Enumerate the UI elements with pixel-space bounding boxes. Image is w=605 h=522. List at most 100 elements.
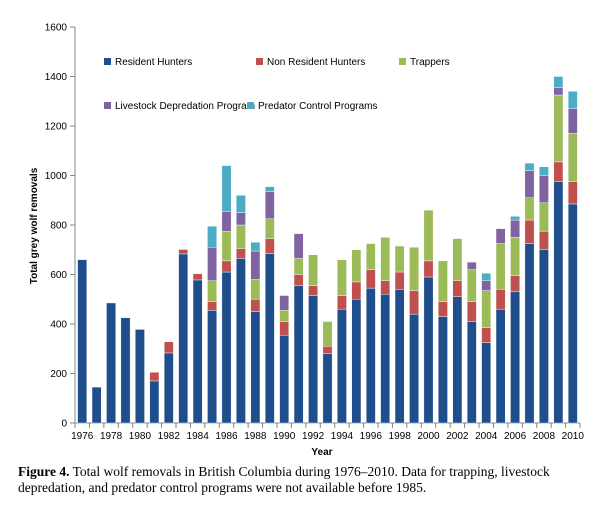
bar-segment	[293, 285, 304, 424]
figure-caption: Figure 4. Total wolf removals in British…	[18, 464, 593, 496]
bar-segment	[250, 311, 261, 424]
bar-segment	[293, 233, 304, 259]
bar-segment	[466, 261, 477, 270]
legend-label: Livestock Depredation Program	[115, 101, 255, 112]
bar-segment	[163, 341, 174, 354]
x-tick-label: 1998	[389, 431, 412, 442]
x-tick-label: 1994	[331, 431, 354, 442]
bar-segment	[221, 211, 232, 232]
bar-segment	[279, 310, 290, 322]
x-tick-label: 1976	[71, 431, 94, 442]
bar-segment	[553, 161, 564, 182]
bar-segment	[466, 269, 477, 302]
legend-label: Resident Hunters	[115, 57, 192, 68]
figure-caption-text: Total wolf removals in British Columbia …	[18, 464, 550, 495]
bar-segment	[351, 281, 362, 300]
bar-segment	[481, 342, 492, 424]
bar-segment	[495, 228, 506, 244]
legend-label: Trappers	[410, 57, 450, 68]
bar-segment	[423, 260, 434, 278]
y-tick-label: 1400	[45, 72, 68, 83]
legend-label: Non Resident Hunters	[267, 57, 365, 68]
bar-segment	[236, 195, 246, 213]
bar-segment	[308, 285, 318, 296]
bar-segment	[365, 269, 376, 289]
legend-label: Predator Control Programs	[258, 101, 378, 112]
bar-segment	[524, 197, 535, 221]
bar-segment	[351, 249, 362, 283]
bar-segment	[481, 290, 492, 328]
bar-segment	[510, 275, 520, 293]
y-tick-label: 0	[61, 419, 67, 430]
bar-segment	[236, 224, 246, 249]
legend-swatch	[104, 58, 111, 65]
bar-segment	[438, 260, 448, 302]
bar-segment	[510, 291, 520, 424]
x-tick-label: 1990	[273, 431, 296, 442]
bar-segment	[539, 202, 549, 232]
bar-segment	[567, 181, 578, 205]
bar-segment	[452, 280, 463, 297]
bar-segment	[380, 294, 391, 424]
y-tick-label: 400	[50, 320, 67, 331]
bar-segment	[438, 316, 448, 424]
bar-segment	[264, 186, 275, 192]
x-tick-label: 1988	[244, 431, 267, 442]
bar-segment	[106, 302, 116, 424]
y-tick-label: 1200	[45, 122, 68, 133]
bar-segment	[308, 254, 318, 286]
bar-segment	[207, 247, 217, 281]
x-tick-label: 2006	[504, 431, 527, 442]
x-tick-label: 1992	[302, 431, 325, 442]
bar-segment	[192, 279, 203, 424]
x-tick-label: 2004	[475, 431, 498, 442]
x-tick-label: 1984	[187, 431, 210, 442]
bar-segment	[365, 287, 376, 424]
bar-segment	[510, 237, 520, 276]
bar-segment	[149, 372, 160, 382]
bar-segment	[207, 226, 217, 248]
bar-segment	[365, 243, 376, 270]
bar-segment	[178, 253, 189, 424]
y-tick-label: 800	[50, 221, 67, 232]
x-tick-label: 2010	[562, 431, 585, 442]
bar-segment	[524, 162, 535, 171]
bar-segment	[481, 327, 492, 343]
bar-segment	[163, 352, 174, 424]
bar-segment	[510, 216, 520, 221]
bar-segment	[567, 91, 578, 109]
bar-segment	[452, 296, 463, 424]
bar-segment	[380, 237, 391, 281]
x-tick-label: 1996	[360, 431, 383, 442]
bar-segment	[394, 271, 405, 290]
bar-segment	[409, 290, 419, 315]
bar-segment	[539, 166, 549, 176]
bar-segment	[394, 289, 405, 424]
bar-segment	[337, 295, 347, 310]
bar-segment	[264, 253, 275, 424]
y-tick-label: 1600	[45, 23, 68, 34]
bar-segment	[553, 76, 564, 88]
bar-segment	[539, 249, 549, 424]
bar-segment	[351, 299, 362, 424]
bar-segment	[279, 321, 290, 336]
y-tick-label: 1000	[45, 171, 68, 182]
bar-segment	[221, 230, 232, 262]
x-tick-label: 1982	[158, 431, 181, 442]
bar-segment	[221, 271, 232, 424]
bar-segment	[236, 248, 246, 259]
bar-segment	[380, 280, 391, 295]
bar-segment	[553, 181, 564, 424]
bar-segment	[322, 353, 333, 424]
bars	[77, 76, 578, 424]
bar-segment	[149, 380, 160, 424]
bar-segment	[207, 280, 217, 302]
bar-segment	[553, 94, 564, 163]
bar-segment	[250, 242, 261, 252]
legend-swatch	[104, 102, 111, 109]
bar-segment	[466, 301, 477, 322]
bar-segment	[207, 310, 217, 424]
x-tick-label: 2000	[417, 431, 440, 442]
x-tick-label: 1978	[100, 431, 123, 442]
